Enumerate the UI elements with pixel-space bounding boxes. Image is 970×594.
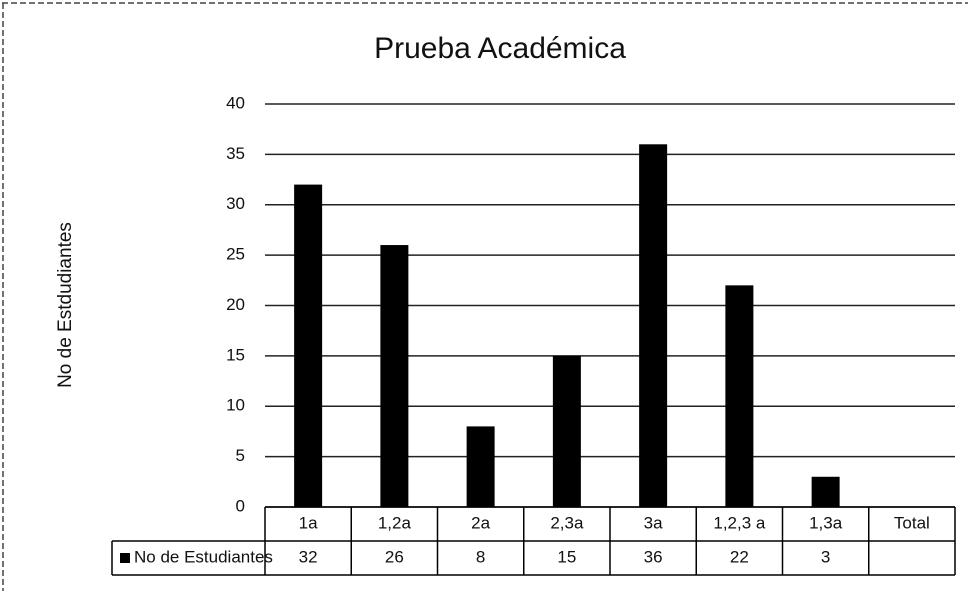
x-tick-label: Total — [894, 513, 930, 532]
y-tick-label: 0 — [236, 496, 245, 515]
bar — [552, 355, 581, 507]
table-value: 3 — [821, 547, 830, 566]
y-tick-label: 15 — [226, 345, 245, 364]
chart-title: Prueba Académica — [374, 32, 626, 65]
y-tick-label: 5 — [236, 446, 245, 465]
x-tick-label: 1,2a — [378, 513, 412, 532]
x-tick-label: 2,3a — [550, 513, 584, 532]
y-tick-label: 30 — [226, 194, 245, 213]
table-value: 22 — [730, 547, 749, 566]
bar — [466, 426, 495, 507]
x-tick-label: 1,3a — [809, 513, 843, 532]
y-axis-label: No de Estdudiantes — [55, 222, 76, 388]
table-value: 36 — [644, 547, 663, 566]
bar — [294, 184, 323, 507]
x-tick-label: 2a — [471, 513, 490, 532]
x-tick-label: 1,2,3 a — [713, 513, 766, 532]
table-value: 15 — [557, 547, 576, 566]
bar — [811, 476, 840, 507]
bar — [725, 285, 754, 507]
table-value: 32 — [299, 547, 318, 566]
x-tick-label: 3a — [644, 513, 663, 532]
legend-swatch — [120, 553, 130, 563]
legend-label: No de Estudiantes — [134, 547, 273, 566]
y-tick-label: 40 — [226, 93, 245, 112]
y-tick-label: 10 — [226, 396, 245, 415]
x-tick-label: 1a — [299, 513, 318, 532]
bar — [380, 245, 409, 508]
y-tick-label: 35 — [226, 144, 245, 163]
table-value: 26 — [385, 547, 404, 566]
y-tick-label: 20 — [226, 295, 245, 314]
table-value: 8 — [476, 547, 485, 566]
y-tick-label: 25 — [226, 245, 245, 264]
bar — [639, 144, 668, 508]
